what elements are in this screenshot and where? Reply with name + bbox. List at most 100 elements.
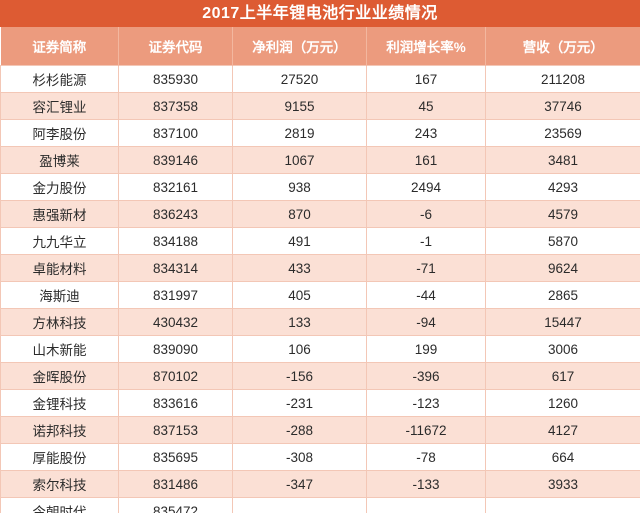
cell-growth: -94 bbox=[366, 308, 486, 336]
cell-growth bbox=[366, 497, 486, 513]
cell-code: 835695 bbox=[118, 443, 233, 471]
cell-profit bbox=[232, 497, 367, 513]
cell-name: 金晖股份 bbox=[0, 362, 119, 390]
cell-revenue: 617 bbox=[485, 362, 640, 390]
cell-code: 836243 bbox=[118, 200, 233, 228]
table-row: 山木新能 839090 106 199 3006 bbox=[0, 335, 640, 363]
table-row: 容汇锂业 837358 9155 45 37746 bbox=[0, 92, 640, 120]
table-row: 金力股份 832161 938 2494 4293 bbox=[0, 173, 640, 201]
cell-profit: 938 bbox=[232, 173, 367, 201]
cell-name: 方林科技 bbox=[0, 308, 119, 336]
cell-code: 832161 bbox=[118, 173, 233, 201]
cell-code: 833616 bbox=[118, 389, 233, 417]
cell-name: 索尔科技 bbox=[0, 470, 119, 498]
cell-growth: -1 bbox=[366, 227, 486, 255]
cell-code: 837358 bbox=[118, 92, 233, 120]
cell-revenue: 3481 bbox=[485, 146, 640, 174]
cell-code: 837153 bbox=[118, 416, 233, 444]
cell-code: 837100 bbox=[118, 119, 233, 147]
cell-profit: -156 bbox=[232, 362, 367, 390]
cell-code: 870102 bbox=[118, 362, 233, 390]
cell-name: 九九华立 bbox=[0, 227, 119, 255]
table-row: 盈博莱 839146 1067 161 3481 bbox=[0, 146, 640, 174]
cell-profit: -288 bbox=[232, 416, 367, 444]
cell-growth: -6 bbox=[366, 200, 486, 228]
cell-name: 盈博莱 bbox=[0, 146, 119, 174]
cell-name: 海斯迪 bbox=[0, 281, 119, 309]
cell-profit: -231 bbox=[232, 389, 367, 417]
table-header-row: 证券简称 证券代码 净利润（万元） 利润增长率% 营收（万元） bbox=[0, 27, 640, 66]
cell-code: 831486 bbox=[118, 470, 233, 498]
cell-revenue: 9624 bbox=[485, 254, 640, 282]
cell-growth: 161 bbox=[366, 146, 486, 174]
cell-name: 金锂科技 bbox=[0, 389, 119, 417]
column-header-profit: 净利润（万元） bbox=[232, 27, 367, 66]
cell-growth: 199 bbox=[366, 335, 486, 363]
cell-name: 山木新能 bbox=[0, 335, 119, 363]
cell-revenue: 37746 bbox=[485, 92, 640, 120]
cell-code: 834188 bbox=[118, 227, 233, 255]
cell-revenue: 23569 bbox=[485, 119, 640, 147]
cell-profit: 870 bbox=[232, 200, 367, 228]
cell-code: 834314 bbox=[118, 254, 233, 282]
column-header-revenue: 营收（万元） bbox=[485, 27, 640, 66]
cell-profit: 491 bbox=[232, 227, 367, 255]
cell-code: 831997 bbox=[118, 281, 233, 309]
table-row: 卓能材料 834314 433 -71 9624 bbox=[0, 254, 640, 282]
cell-growth: -133 bbox=[366, 470, 486, 498]
performance-table: 证券简称 证券代码 净利润（万元） 利润增长率% 营收（万元） 杉杉能源 8359… bbox=[0, 27, 640, 513]
table-row: 诺邦科技 837153 -288 -11672 4127 bbox=[0, 416, 640, 444]
cell-growth: 167 bbox=[366, 65, 486, 93]
cell-growth: -123 bbox=[366, 389, 486, 417]
table-row: 方林科技 430432 133 -94 15447 bbox=[0, 308, 640, 336]
cell-revenue: 1260 bbox=[485, 389, 640, 417]
table-row: 海斯迪 831997 405 -44 2865 bbox=[0, 281, 640, 309]
cell-name: 阿李股份 bbox=[0, 119, 119, 147]
cell-profit: 9155 bbox=[232, 92, 367, 120]
cell-growth: -11672 bbox=[366, 416, 486, 444]
cell-profit: 405 bbox=[232, 281, 367, 309]
column-header-growth: 利润增长率% bbox=[366, 27, 486, 66]
cell-profit: 27520 bbox=[232, 65, 367, 93]
cell-name: 金力股份 bbox=[0, 173, 119, 201]
cell-growth: -396 bbox=[366, 362, 486, 390]
cell-name: 杉杉能源 bbox=[0, 65, 119, 93]
cell-profit: 106 bbox=[232, 335, 367, 363]
cell-growth: -78 bbox=[366, 443, 486, 471]
cell-revenue: 3006 bbox=[485, 335, 640, 363]
cell-revenue: 5870 bbox=[485, 227, 640, 255]
cell-revenue: 15447 bbox=[485, 308, 640, 336]
cell-growth: 243 bbox=[366, 119, 486, 147]
table-row: 索尔科技 831486 -347 -133 3933 bbox=[0, 470, 640, 498]
table-row: 厚能股份 835695 -308 -78 664 bbox=[0, 443, 640, 471]
table-row: 杉杉能源 835930 27520 167 211208 bbox=[0, 65, 640, 93]
cell-name: 今朝时代 bbox=[0, 497, 119, 513]
cell-profit: -308 bbox=[232, 443, 367, 471]
cell-code: 835930 bbox=[118, 65, 233, 93]
cell-revenue: 4579 bbox=[485, 200, 640, 228]
cell-code: 835472 bbox=[118, 497, 233, 513]
table-row: 惠强新材 836243 870 -6 4579 bbox=[0, 200, 640, 228]
cell-name: 厚能股份 bbox=[0, 443, 119, 471]
cell-growth: -71 bbox=[366, 254, 486, 282]
table-row: 金晖股份 870102 -156 -396 617 bbox=[0, 362, 640, 390]
cell-revenue bbox=[485, 497, 640, 513]
cell-revenue: 4293 bbox=[485, 173, 640, 201]
cell-profit: 133 bbox=[232, 308, 367, 336]
cell-revenue: 2865 bbox=[485, 281, 640, 309]
cell-code: 839146 bbox=[118, 146, 233, 174]
table-header: 证券简称 证券代码 净利润（万元） 利润增长率% 营收（万元） bbox=[0, 27, 640, 66]
table-row: 阿李股份 837100 2819 243 23569 bbox=[0, 119, 640, 147]
page-title: 2017上半年锂电池行业业绩情况 bbox=[202, 4, 438, 22]
cell-revenue: 3933 bbox=[485, 470, 640, 498]
cell-profit: 1067 bbox=[232, 146, 367, 174]
cell-growth: -44 bbox=[366, 281, 486, 309]
cell-code: 839090 bbox=[118, 335, 233, 363]
cell-profit: 433 bbox=[232, 254, 367, 282]
cell-name: 容汇锂业 bbox=[0, 92, 119, 120]
cell-growth: 2494 bbox=[366, 173, 486, 201]
cell-name: 惠强新材 bbox=[0, 200, 119, 228]
cell-profit: 2819 bbox=[232, 119, 367, 147]
table-title-bar: 2017上半年锂电池行业业绩情况 bbox=[0, 0, 640, 27]
